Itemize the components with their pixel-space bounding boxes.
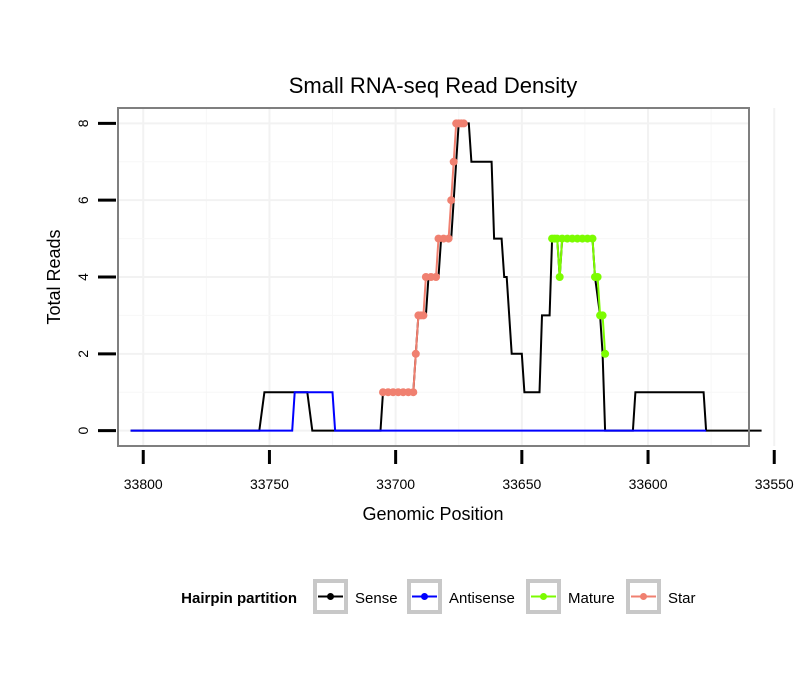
x-tick-label: 33750 [250,476,289,492]
x-tick-label: 33550 [755,476,794,492]
data-point-mature [601,349,610,358]
legend-title: Hairpin partition [181,590,297,607]
y-tick-label: 8 [75,119,91,127]
series-mature [548,234,610,358]
legend-label-star: Star [668,590,696,607]
data-point-star [444,234,453,243]
legend-label-antisense: Antisense [449,590,515,607]
y-axis-label: Total Reads [44,229,64,324]
x-axis: 33800 33750 33700 33650 33600 33550 [124,450,794,492]
legend-label-sense: Sense [355,590,398,607]
legend: Hairpin partition Sense Antisense Mature St… [181,579,696,614]
legend-key-marker [640,593,647,600]
legend-entries: Sense Antisense Mature Star [313,579,696,614]
data-point-star [432,273,440,281]
y-tick-label: 0 [75,427,91,435]
chart-title: Small RNA-seq Read Density [289,73,578,98]
legend-entry-antisense: Antisense [407,579,515,614]
y-tick-label: 6 [75,196,91,204]
x-tick-label: 33800 [124,476,163,492]
y-tick-label: 4 [75,273,91,281]
legend-entry-sense: Sense [313,579,398,614]
x-tick-label: 33600 [629,476,668,492]
x-tick-label: 33650 [502,476,541,492]
data-point-star [411,349,420,358]
legend-entry-mature: Mature [526,579,615,614]
data-point-mature [593,273,602,281]
data-point-star [419,311,428,320]
data-point-star [459,119,468,128]
series-antisense [130,391,707,432]
legend-key-marker [540,593,547,600]
data-point-star [449,157,458,166]
legend-key-marker [327,593,334,600]
y-axis: 0 2 4 6 8 [75,119,116,435]
data-point-star [409,388,418,397]
y-tick-label: 2 [75,350,91,358]
data-point-star [447,196,456,205]
x-axis-label: Genomic Position [362,504,503,524]
legend-key-marker [421,593,428,600]
series-line-antisense [130,391,707,432]
data-point-mature [598,311,607,320]
data-point-mature [588,234,597,243]
grid [118,108,776,446]
legend-entry-star: Star [626,579,696,614]
plot-frame [117,107,750,447]
data-point-mature [555,273,564,281]
legend-label-mature: Mature [568,590,615,607]
series-star [379,119,468,397]
series-layer [130,119,762,432]
x-tick-label: 33700 [376,476,415,492]
